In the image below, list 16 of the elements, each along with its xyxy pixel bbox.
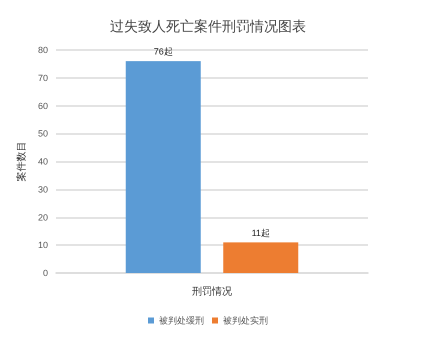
data-label: 11起 xyxy=(252,228,270,238)
legend-label: 被判处缓刑 xyxy=(159,316,204,326)
y-tick-label: 30 xyxy=(38,184,48,194)
y-tick-label: 70 xyxy=(38,72,48,83)
y-tick-label: 80 xyxy=(38,45,48,55)
legend-label: 被判处实刑 xyxy=(223,316,268,326)
chart-title: 过失致人死亡案件刑罚情况图表 xyxy=(110,18,306,34)
x-axis-title: 刑罚情况 xyxy=(192,286,232,298)
data-label: 76起 xyxy=(154,46,173,57)
y-tick-label: 0 xyxy=(42,268,48,278)
y-tick-label: 40 xyxy=(38,156,48,166)
y-tick-label: 20 xyxy=(38,212,48,222)
y-tick-label: 50 xyxy=(38,128,48,139)
y-axis-title: 案件数目 xyxy=(16,142,28,182)
y-tick-label: 10 xyxy=(38,240,48,250)
y-tick-label: 60 xyxy=(38,100,48,111)
